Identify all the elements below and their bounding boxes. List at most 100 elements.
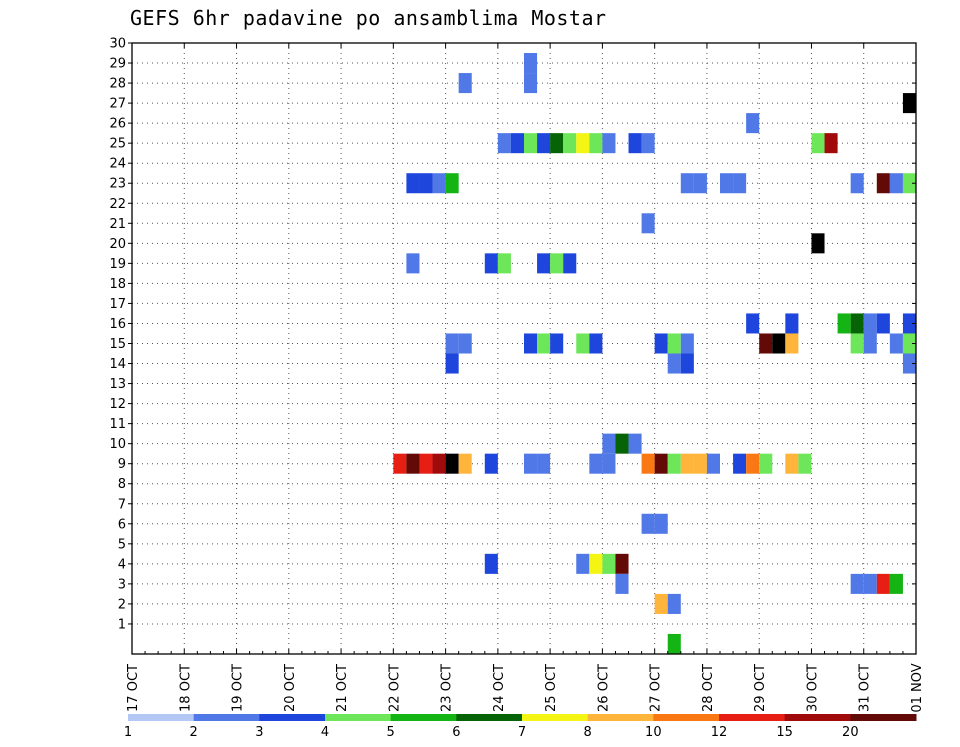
legend-label: 6 — [452, 725, 460, 740]
precip-cell — [589, 333, 603, 354]
precip-cell — [406, 173, 420, 194]
precip-cell — [902, 313, 916, 334]
precip-cell — [863, 333, 877, 354]
precip-cell — [667, 353, 681, 374]
precip-cell — [902, 353, 916, 374]
legend-swatch — [587, 714, 654, 721]
precip-cell — [458, 333, 472, 354]
precip-cell — [524, 73, 538, 94]
x-tick-label: 25 OCT — [544, 664, 559, 712]
y-tick-label: 2 — [118, 597, 126, 612]
precip-cell — [445, 173, 459, 194]
y-tick-label: 28 — [109, 77, 126, 92]
precip-cell — [654, 333, 668, 354]
precip-cell — [902, 93, 916, 114]
precip-cell — [746, 453, 760, 474]
precip-cell — [733, 453, 747, 474]
precip-cell — [850, 173, 864, 194]
legend-label: 12 — [711, 725, 728, 740]
y-tick-label: 22 — [109, 197, 126, 212]
precip-cell — [680, 353, 694, 374]
precip-cell — [497, 253, 511, 274]
precip-cell — [720, 173, 734, 194]
precip-cell — [406, 453, 420, 474]
precip-cell — [850, 333, 864, 354]
x-tick-label: 24 OCT — [492, 664, 507, 712]
x-tick-label: 19 OCT — [231, 664, 246, 712]
y-tick-label: 16 — [109, 317, 126, 332]
precip-cell — [667, 333, 681, 354]
precip-cell — [667, 633, 681, 654]
precip-cell — [811, 233, 825, 254]
precip-cell — [641, 513, 655, 534]
precip-cell — [537, 133, 551, 154]
y-tick-label: 27 — [109, 97, 126, 112]
y-tick-label: 13 — [109, 377, 126, 392]
legend-label: 3 — [255, 725, 263, 740]
precip-cell — [589, 133, 603, 154]
precip-cell — [693, 173, 707, 194]
legend-swatch — [522, 714, 589, 721]
legend-label: 1 — [124, 725, 132, 740]
legend-label: 15 — [776, 725, 793, 740]
precip-cell — [680, 173, 694, 194]
legend-swatch — [193, 714, 260, 721]
precip-cell — [785, 453, 799, 474]
precip-cell — [615, 433, 629, 454]
precip-cell — [458, 453, 472, 474]
precip-cell — [628, 433, 642, 454]
precip-cell — [654, 453, 668, 474]
chart-title: GEFS 6hr padavine po ansamblima Mostar — [130, 6, 607, 30]
precip-cell — [602, 453, 616, 474]
precip-cell — [615, 553, 629, 574]
x-tick-label: 28 OCT — [701, 664, 716, 712]
precip-cell — [902, 333, 916, 354]
precip-cell — [902, 173, 916, 194]
x-tick-label: 18 OCT — [178, 664, 193, 712]
legend-swatch — [653, 714, 720, 721]
y-tick-label: 23 — [109, 177, 126, 192]
precip-cell — [733, 173, 747, 194]
precip-cell — [746, 313, 760, 334]
y-tick-label: 11 — [109, 417, 126, 432]
precip-cell — [537, 453, 551, 474]
y-tick-label: 6 — [118, 517, 126, 532]
precip-cell — [615, 573, 629, 594]
precip-cell — [850, 573, 864, 594]
y-tick-label: 3 — [118, 577, 126, 592]
precip-cell — [680, 333, 694, 354]
precip-cell — [641, 133, 655, 154]
precip-cell — [524, 333, 538, 354]
precip-cell — [824, 133, 838, 154]
precip-cell — [654, 513, 668, 534]
legend-label: 2 — [190, 725, 198, 740]
precip-cell — [811, 133, 825, 154]
precip-cell — [746, 113, 760, 134]
x-tick-label: 21 OCT — [335, 664, 350, 712]
y-tick-label: 19 — [109, 257, 126, 272]
precip-cell — [432, 453, 446, 474]
precip-cell — [863, 313, 877, 334]
precip-cell — [876, 573, 890, 594]
precip-cell — [550, 333, 564, 354]
legend-swatch — [325, 714, 392, 721]
legend-swatch — [719, 714, 786, 721]
precip-cell — [524, 53, 538, 74]
x-tick-label: 26 OCT — [596, 664, 611, 712]
y-tick-label: 15 — [109, 337, 126, 352]
x-tick-label: 23 OCT — [440, 664, 455, 712]
precip-cell — [537, 333, 551, 354]
legend-label: 20 — [842, 725, 859, 740]
y-tick-label: 1 — [118, 617, 126, 632]
precip-cell — [576, 333, 590, 354]
legend-label: 8 — [584, 725, 592, 740]
precip-cell — [876, 313, 890, 334]
precip-cell — [563, 253, 577, 274]
precip-cell — [497, 133, 511, 154]
x-tick-label: 31 OCT — [858, 664, 873, 712]
precip-cell — [785, 313, 799, 334]
legend-label: 4 — [321, 725, 329, 740]
y-tick-label: 12 — [109, 397, 126, 412]
y-tick-label: 26 — [109, 117, 126, 132]
